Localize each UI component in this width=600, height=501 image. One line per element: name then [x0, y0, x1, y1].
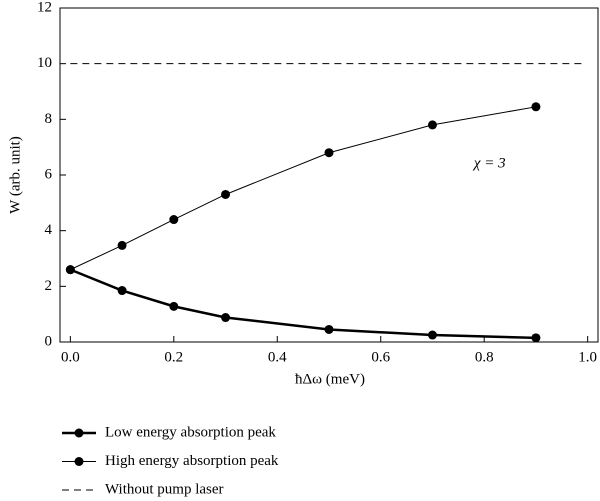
data-point [531, 102, 541, 112]
y-tick-label: 0 [45, 333, 53, 349]
y-tick-label: 4 [45, 222, 53, 238]
y-axis-label: W (arb. unit) [7, 136, 23, 214]
y-tick-label: 6 [45, 166, 53, 182]
x-tick-label: 0.6 [371, 349, 390, 365]
y-tick-label: 2 [45, 278, 53, 294]
data-point [65, 265, 75, 275]
legend-label: Low energy absorption peak [105, 424, 276, 440]
data-point [427, 330, 437, 340]
data-point [169, 301, 179, 311]
data-point [221, 189, 231, 199]
data-point [324, 324, 334, 334]
legend-label: High energy absorption peak [105, 453, 279, 469]
data-point [117, 286, 127, 296]
series-line [70, 106, 537, 271]
x-tick-label: 0.0 [61, 349, 80, 365]
legend-label: Without pump laser [105, 481, 224, 497]
x-tick-label: 0.4 [268, 349, 287, 365]
y-tick-label: 12 [37, 0, 52, 15]
annotation: χ = 3 [472, 155, 506, 171]
data-point [531, 333, 541, 343]
data-point [117, 240, 127, 250]
plot-frame [59, 7, 599, 343]
x-tick-label: 0.8 [475, 349, 494, 365]
legend-marker [74, 428, 84, 438]
y-tick-label: 8 [45, 111, 53, 127]
data-point [427, 120, 437, 130]
x-tick-label: 0.2 [164, 349, 183, 365]
series-line [69, 268, 536, 340]
legend-marker [74, 457, 84, 466]
y-tick-label: 10 [37, 55, 52, 71]
x-axis-label: ħΔω (meV) [295, 371, 365, 387]
data-point [324, 148, 334, 158]
x-tick-label: 1.0 [578, 349, 597, 365]
data-point [169, 215, 179, 225]
data-point [221, 313, 231, 323]
